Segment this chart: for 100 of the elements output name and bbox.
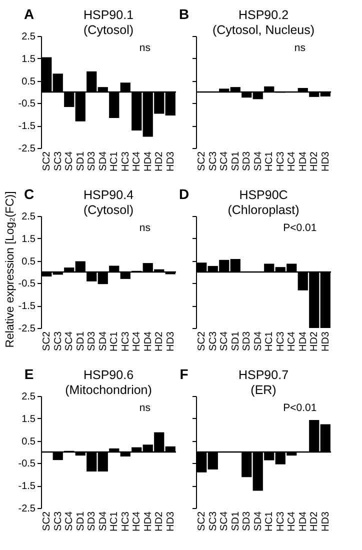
x-tick-label: HC3: [275, 331, 286, 352]
y-axis-title: Relative expression [Log₂(FC)]: [4, 191, 16, 348]
x-tick-label: SC4: [219, 511, 230, 531]
chart-subtitle: (Cytosol, Nucleus): [212, 23, 315, 37]
x-tick-label: HD3: [320, 151, 332, 172]
y-tick-label: 0.5: [22, 436, 36, 448]
y-tick-label: 1.5: [22, 234, 36, 245]
x-tick-label: HD2: [154, 331, 166, 352]
x-tick-label: SC2: [42, 331, 53, 351]
x-tick-label: SD4: [98, 331, 109, 351]
x-tick-label: SD3: [86, 511, 98, 531]
x-tick-label: SC3: [208, 331, 219, 351]
x-tick-label: HD2: [309, 331, 320, 352]
x-tick-label: HD4: [142, 151, 154, 172]
x-tick-label: HD4: [142, 511, 154, 532]
x-tick-label: HD3: [165, 511, 176, 532]
chart-subtitle: (Chloroplast): [228, 203, 300, 217]
text: C: [24, 186, 34, 202]
y-tick-label: -1.5: [18, 121, 36, 132]
text: E: [24, 366, 34, 382]
y-tick-label: -0.5: [18, 98, 36, 110]
x-tick-label: HC1: [264, 331, 276, 352]
x-tick-label: HC3: [275, 511, 286, 532]
x-tick-label: SD3: [242, 151, 253, 171]
annotation: ns: [139, 42, 150, 54]
x-tick-label: SD4: [98, 511, 109, 531]
x-tick-label: HC3: [120, 151, 132, 172]
x-tick-label: SC2: [196, 331, 208, 351]
x-tick-label: SC2: [42, 511, 53, 531]
x-tick-label: HC1: [264, 151, 276, 172]
annotation: P<0.01: [283, 222, 317, 234]
x-tick-label: HC4: [286, 511, 298, 532]
chart-title: HSP90.2: [238, 8, 289, 22]
chart-title: HSP90C: [239, 188, 288, 202]
x-tick-label: HD2: [154, 151, 166, 172]
x-tick-label: SD3: [86, 151, 98, 171]
x-tick-label: SC3: [52, 511, 64, 531]
x-tick-label: HC4: [132, 511, 143, 532]
x-tick-label: HC3: [120, 331, 132, 352]
x-tick-label: SC2: [196, 151, 208, 171]
x-tick-label: SC3: [208, 511, 219, 531]
x-tick-label: SC2: [196, 511, 208, 531]
y-tick-label: 1.5: [22, 414, 36, 425]
x-tick-label: SD1: [75, 151, 86, 171]
x-tick-label: SD1: [75, 511, 86, 531]
y-tick-label: -2.5: [18, 504, 36, 514]
x-tick-label: SC4: [64, 331, 76, 351]
x-tick-label: HD2: [154, 511, 166, 532]
text: B: [178, 6, 190, 22]
chart-title: HSP90.6: [83, 368, 134, 382]
x-tick-label: SD3: [242, 331, 253, 351]
x-tick-label: HD4: [298, 151, 309, 172]
x-tick-label: SD3: [242, 511, 253, 531]
y-tick-label: 2.5: [22, 392, 36, 402]
x-tick-label: SD1: [75, 331, 86, 351]
x-tick-label: HD4: [298, 511, 309, 532]
chart-title: HSP90.7: [238, 368, 289, 382]
x-tick-label: SC4: [219, 331, 230, 351]
x-tick-label: HC1: [264, 511, 276, 532]
x-tick-label: SC4: [64, 511, 76, 531]
y-tick-label: 2.5: [22, 212, 36, 222]
y-tick-label: 0.5: [22, 256, 36, 268]
x-tick-label: HC1: [109, 511, 120, 532]
chart-title: HSP90.1: [83, 8, 134, 22]
x-tick-label: SC4: [219, 151, 230, 171]
y-tick-label: 0.5: [22, 76, 36, 88]
y-tick-label: -1.5: [18, 481, 36, 492]
x-tick-label: HD2: [309, 511, 320, 532]
x-tick-label: SD1: [230, 331, 242, 351]
x-tick-label: HD2: [309, 151, 320, 172]
x-tick-label: SD4: [252, 331, 264, 351]
annotation: ns: [294, 42, 306, 54]
x-tick-label: SC3: [208, 151, 219, 171]
x-tick-label: HD3: [320, 511, 332, 532]
annotation: P<0.01: [283, 402, 317, 414]
x-tick-label: SC2: [42, 151, 53, 171]
x-tick-label: HC4: [132, 331, 143, 352]
chart-subtitle: (Cytosol): [83, 203, 134, 217]
y-tick-label: -1.5: [18, 301, 36, 312]
x-tick-label: SD4: [252, 511, 264, 531]
x-tick-label: SD3: [86, 331, 98, 351]
y-tick-label: 2.5: [22, 32, 36, 42]
x-tick-label: HC4: [286, 151, 298, 172]
x-tick-label: HC3: [275, 151, 286, 172]
x-tick-label: HC4: [286, 331, 298, 352]
x-tick-label: HD3: [165, 331, 176, 352]
text: A: [24, 6, 34, 22]
x-tick-label: HD3: [165, 151, 176, 172]
y-tick-label: -2.5: [18, 324, 36, 334]
x-tick-label: SD1: [230, 151, 242, 171]
y-tick-label: -0.5: [18, 458, 36, 470]
x-tick-label: SD1: [230, 511, 242, 531]
x-tick-label: HD3: [320, 331, 332, 352]
x-tick-label: SD4: [252, 151, 264, 171]
text: F: [180, 366, 189, 382]
x-tick-label: SC3: [52, 151, 64, 171]
x-tick-label: HC4: [132, 151, 143, 172]
x-tick-label: HC3: [120, 511, 132, 532]
x-tick-label: HC1: [109, 151, 120, 172]
chart-subtitle: (Mitochondrion): [65, 383, 152, 397]
